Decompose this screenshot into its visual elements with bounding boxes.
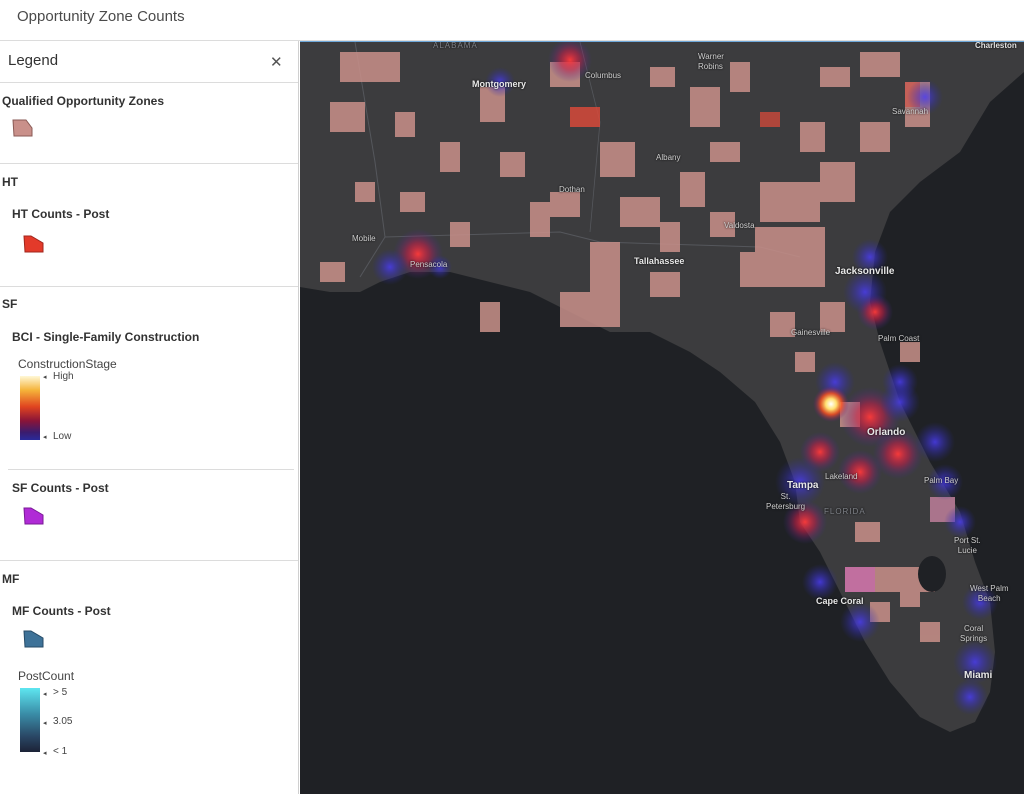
label-cape-coral: Cape Coral — [816, 596, 864, 606]
sf-group-title: SF — [2, 297, 18, 311]
label-alabama: ALABAMA — [433, 41, 478, 50]
ramp-max-label: > 5 — [53, 687, 68, 698]
ht-group-title: HT — [2, 175, 18, 189]
label-charleston: Charleston — [975, 41, 1017, 50]
label-tallahassee: Tallahassee — [634, 256, 685, 266]
label-palm-coast: Palm Coast — [878, 334, 920, 343]
label-coral-springs: Coral Springs — [960, 624, 988, 643]
label-montgomery: Montgomery — [472, 79, 526, 89]
label-albany: Albany — [656, 153, 681, 162]
opportunity-zones — [320, 52, 955, 642]
label-columbus: Columbus — [585, 71, 622, 80]
ht-layer-title: HT Counts - Post — [12, 207, 110, 221]
ramp-high-label: High — [53, 371, 74, 382]
label-west-palm-beach: West Palm Beach — [970, 584, 1009, 603]
mf-swatch-icon — [23, 630, 44, 648]
basemap — [300, 42, 1024, 732]
bci-layer-title: BCI - Single-Family Construction — [12, 330, 200, 344]
section-divider — [8, 469, 294, 470]
construction-stage-field: ConstructionStage — [18, 357, 117, 371]
mf-layer-title: MF Counts - Post — [12, 604, 111, 618]
legend-section-mf: MF MF Counts - Post PostCount ◂ > 5 ◂ 3.… — [2, 572, 111, 757]
map-view[interactable]: ALABAMA Charleston Montgomery Columbus W… — [300, 41, 1024, 794]
qoz-swatch-icon — [12, 119, 33, 137]
label-st-petersburg: St. Petersburg — [766, 492, 806, 511]
legend-section-qoz: Qualified Opportunity Zones — [0, 83, 298, 164]
label-lakeland: Lakeland — [825, 472, 858, 481]
label-miami: Miami — [964, 670, 993, 681]
sf-layer-title: SF Counts - Post — [12, 481, 109, 495]
mf-group-title: MF — [2, 572, 20, 586]
post-count-ramp — [20, 688, 40, 752]
label-palm-bay: Palm Bay — [924, 476, 959, 485]
label-pensacola: Pensacola — [410, 260, 448, 269]
legend-panel: Legend ✕ Qualified Opportunity Zones HT … — [0, 41, 299, 794]
post-count-field: PostCount — [18, 669, 75, 683]
ramp-min-label: < 1 — [53, 746, 68, 757]
ramp-low-label: Low — [53, 431, 72, 442]
label-savannah: Savannah — [892, 107, 929, 116]
label-valdosta: Valdosta — [724, 221, 755, 230]
land-mass — [300, 42, 1024, 732]
construction-stage-ramp — [20, 376, 40, 440]
legend-section-sf: SF BCI - Single-Family Construction Cons… — [0, 287, 298, 561]
app-header: Opportunity Zone Counts — [0, 0, 1024, 41]
label-florida: FLORIDA — [824, 507, 866, 516]
legend-section-ht: HT HT Counts - Post — [0, 164, 298, 287]
app-title: Opportunity Zone Counts — [17, 8, 185, 25]
label-mobile: Mobile — [352, 234, 376, 243]
close-icon[interactable]: ✕ — [270, 54, 283, 71]
label-tampa: Tampa — [787, 480, 819, 491]
label-port-st-lucie: Port St. Lucie — [954, 536, 981, 555]
legend-title: Legend — [8, 52, 59, 69]
label-orlando: Orlando — [867, 427, 906, 438]
legend-header: Legend ✕ — [0, 41, 298, 83]
ht-swatch-icon — [23, 235, 44, 253]
label-jacksonville: Jacksonville — [835, 266, 895, 277]
qoz-title: Qualified Opportunity Zones — [2, 94, 164, 108]
sf-swatch-icon — [23, 507, 44, 525]
label-gainesville: Gainesville — [791, 328, 831, 337]
label-dothan: Dothan — [559, 185, 585, 194]
label-warner-robins: Warner Robins — [698, 52, 724, 71]
heatmap — [372, 42, 998, 715]
ramp-mid-label: 3.05 — [53, 716, 73, 727]
